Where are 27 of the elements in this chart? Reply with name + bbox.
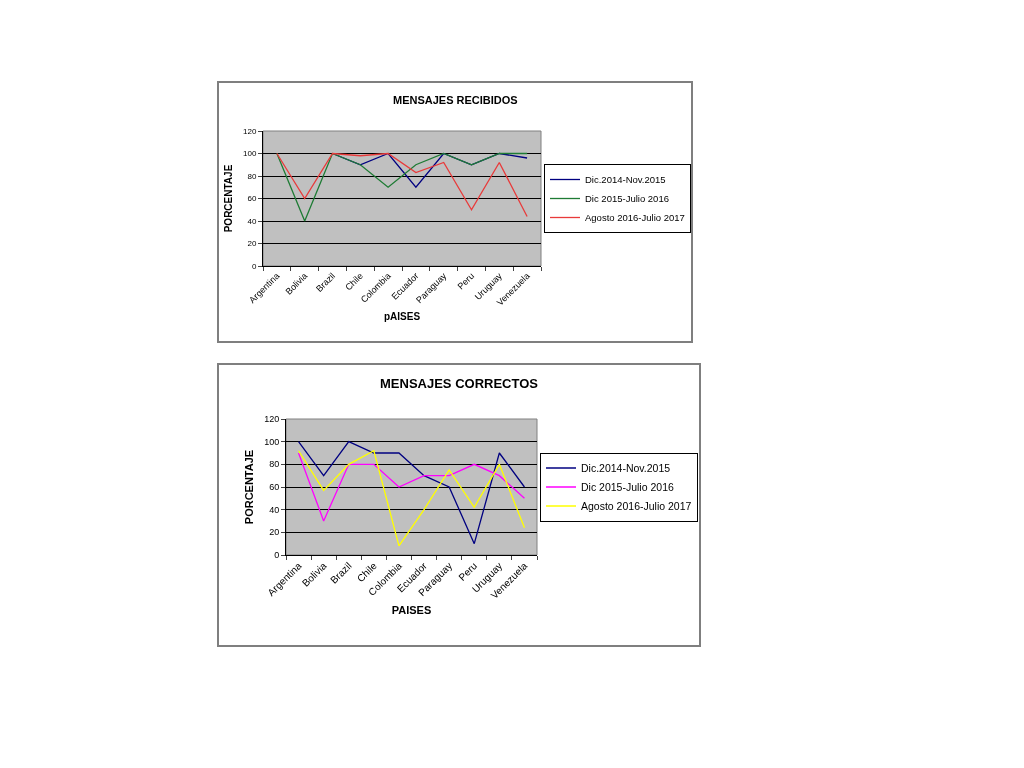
legend-label: Dic 2015-Julio 2016 <box>585 193 669 205</box>
y-axis-title: PORCENTAJE <box>223 164 235 233</box>
chart-title: MENSAJES CORRECTOS <box>380 376 539 391</box>
y-tick-label: 60 <box>269 482 280 493</box>
y-tick-label: 20 <box>247 239 257 249</box>
y-tick-label: 80 <box>269 459 280 470</box>
y-tick-label: 0 <box>251 261 257 271</box>
line-series <box>297 452 526 522</box>
y-tick-label: 0 <box>274 550 280 561</box>
y-tick-label: 40 <box>247 216 257 226</box>
y-tick-label: 80 <box>247 171 257 181</box>
y-axis-title: PORCENTAJE <box>242 449 255 525</box>
y-tick-label: 120 <box>264 414 280 425</box>
legend-label: Dic.2014-Nov.2015 <box>581 462 671 475</box>
y-tick-label: 100 <box>264 436 280 447</box>
x-axis-title: pAISES <box>383 311 421 323</box>
legend-label: Agosto 2016-Julio 2017 <box>585 212 685 224</box>
y-tick-label: 40 <box>269 504 280 515</box>
legend-label: Dic.2014-Nov.2015 <box>585 174 666 186</box>
y-tick-label: 120 <box>243 126 257 136</box>
y-tick-label: 60 <box>247 194 257 204</box>
chart-title: MENSAJES RECIBIDOS <box>393 94 518 106</box>
legend-label: Dic 2015-Julio 2016 <box>581 481 674 494</box>
y-tick-label: 20 <box>269 527 280 538</box>
y-tick-label: 100 <box>243 149 257 159</box>
x-axis-title: PAISES <box>391 604 432 617</box>
legend-label: Agosto 2016-Julio 2017 <box>581 500 692 513</box>
